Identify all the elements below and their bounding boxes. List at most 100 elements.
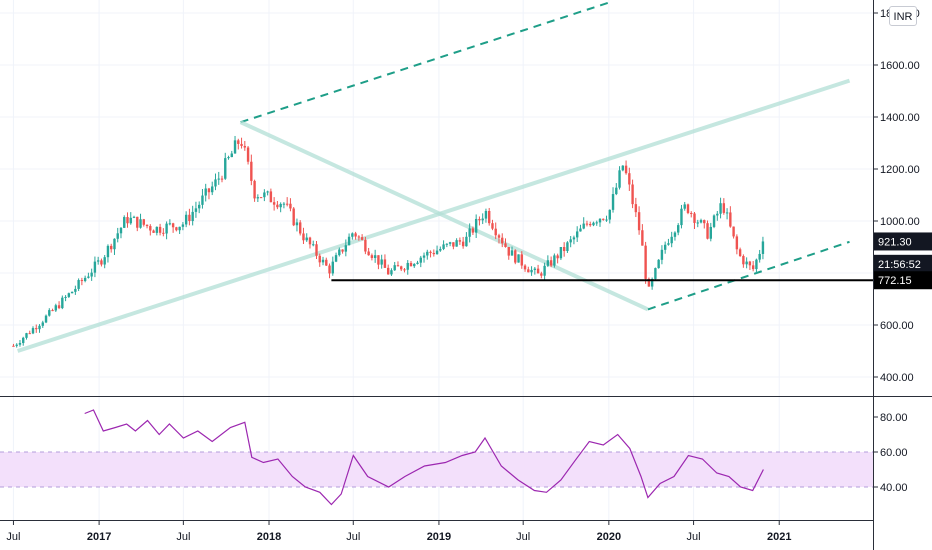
candle-down[interactable] bbox=[136, 216, 139, 228]
candle-up[interactable] bbox=[116, 233, 119, 239]
candle-up[interactable] bbox=[38, 325, 41, 330]
candle-down[interactable] bbox=[12, 345, 15, 347]
candle-up[interactable] bbox=[41, 322, 44, 326]
candle-up[interactable] bbox=[373, 255, 377, 258]
candle-down[interactable] bbox=[142, 219, 145, 225]
candle-up[interactable] bbox=[194, 208, 198, 212]
candle-up[interactable] bbox=[338, 249, 341, 256]
candle-up[interactable] bbox=[351, 233, 354, 237]
candle-down[interactable] bbox=[302, 233, 305, 241]
candle-up[interactable] bbox=[64, 296, 67, 298]
trend-channel-drawings[interactable] bbox=[17, 1, 851, 353]
candle-up[interactable] bbox=[224, 158, 227, 179]
candle-up[interactable] bbox=[393, 265, 396, 271]
candle-up[interactable] bbox=[559, 247, 563, 259]
trend-line-2[interactable] bbox=[17, 78, 851, 353]
candle-up[interactable] bbox=[211, 186, 214, 193]
candle-down[interactable] bbox=[732, 226, 735, 237]
candle-down[interactable] bbox=[556, 255, 559, 259]
candle-up[interactable] bbox=[663, 244, 667, 250]
candle-up[interactable] bbox=[87, 276, 90, 278]
candle-up[interactable] bbox=[683, 204, 686, 209]
candle-up[interactable] bbox=[605, 219, 608, 221]
candle-up[interactable] bbox=[344, 245, 348, 252]
candle-up[interactable] bbox=[419, 257, 422, 263]
candle-up[interactable] bbox=[761, 241, 765, 254]
candle-up[interactable] bbox=[83, 277, 87, 281]
candle-up[interactable] bbox=[22, 337, 25, 344]
candle-up[interactable] bbox=[123, 217, 126, 228]
candle-up[interactable] bbox=[312, 244, 315, 246]
candle-up[interactable] bbox=[106, 245, 110, 258]
candle-down[interactable] bbox=[158, 226, 162, 233]
candle-up[interactable] bbox=[279, 203, 282, 208]
currency-badge[interactable]: INR bbox=[889, 6, 917, 26]
candle-down[interactable] bbox=[540, 273, 543, 276]
trend-line-4[interactable] bbox=[647, 240, 850, 311]
candle-down[interactable] bbox=[735, 236, 739, 250]
candle-down[interactable] bbox=[276, 204, 279, 208]
candle-down[interactable] bbox=[634, 204, 638, 213]
candle-down[interactable] bbox=[299, 222, 302, 234]
candle-up[interactable] bbox=[263, 192, 266, 198]
candle-up[interactable] bbox=[74, 288, 77, 292]
candle-down[interactable] bbox=[497, 235, 501, 238]
candle-down[interactable] bbox=[432, 252, 436, 255]
candle-down[interactable] bbox=[269, 191, 273, 203]
candle-up[interactable] bbox=[598, 218, 602, 223]
candle-up[interactable] bbox=[230, 153, 233, 158]
candle-up[interactable] bbox=[139, 219, 142, 228]
candle-down[interactable] bbox=[403, 269, 406, 271]
candle-up[interactable] bbox=[426, 251, 429, 256]
candle-up[interactable] bbox=[321, 259, 325, 263]
candle-up[interactable] bbox=[654, 268, 657, 279]
candle-up[interactable] bbox=[390, 270, 393, 275]
candle-down[interactable] bbox=[644, 245, 647, 279]
candle-down[interactable] bbox=[396, 265, 400, 267]
candle-up[interactable] bbox=[305, 237, 308, 241]
candle-down[interactable] bbox=[360, 237, 364, 240]
candle-down[interactable] bbox=[471, 228, 475, 233]
candle-up[interactable] bbox=[481, 218, 484, 221]
candle-up[interactable] bbox=[595, 222, 598, 224]
candle-up[interactable] bbox=[650, 278, 654, 287]
candle-up[interactable] bbox=[510, 250, 514, 256]
candle-up[interactable] bbox=[256, 197, 260, 199]
candle-down[interactable] bbox=[188, 214, 191, 222]
candle-up[interactable] bbox=[347, 236, 351, 246]
candle-down[interactable] bbox=[751, 265, 755, 270]
candle-down[interactable] bbox=[285, 203, 289, 205]
candle-down[interactable] bbox=[690, 212, 693, 214]
candle-up[interactable] bbox=[546, 260, 550, 266]
candle-down[interactable] bbox=[400, 266, 403, 270]
candle-up[interactable] bbox=[54, 305, 58, 311]
candle-down[interactable] bbox=[461, 241, 465, 247]
candle-down[interactable] bbox=[240, 143, 243, 146]
candle-down[interactable] bbox=[171, 223, 175, 228]
candle-up[interactable] bbox=[719, 203, 722, 214]
candle-down[interactable] bbox=[624, 165, 628, 174]
candle-down[interactable] bbox=[354, 233, 357, 237]
candle-down[interactable] bbox=[527, 269, 530, 273]
candle-down[interactable] bbox=[589, 223, 592, 226]
candle-up[interactable] bbox=[181, 224, 185, 227]
candle-up[interactable] bbox=[70, 291, 74, 294]
candle-up[interactable] bbox=[132, 216, 136, 218]
candle-up[interactable] bbox=[233, 140, 237, 154]
candle-up[interactable] bbox=[48, 310, 51, 316]
candle-up[interactable] bbox=[113, 238, 116, 250]
candle-up[interactable] bbox=[569, 239, 572, 243]
rsi-line[interactable] bbox=[84, 409, 764, 506]
candle-down[interactable] bbox=[292, 208, 295, 226]
candle-up[interactable] bbox=[673, 232, 677, 237]
candle-down[interactable] bbox=[367, 251, 370, 256]
candle-up[interactable] bbox=[184, 214, 188, 225]
candle-down[interactable] bbox=[514, 250, 517, 263]
candle-up[interactable] bbox=[413, 263, 416, 267]
candle-down[interactable] bbox=[145, 224, 149, 227]
candle-up[interactable] bbox=[677, 225, 680, 233]
candle-down[interactable] bbox=[738, 249, 742, 257]
candle-up[interactable] bbox=[129, 217, 132, 224]
candle-down[interactable] bbox=[507, 247, 510, 256]
candle-up[interactable] bbox=[168, 223, 172, 225]
